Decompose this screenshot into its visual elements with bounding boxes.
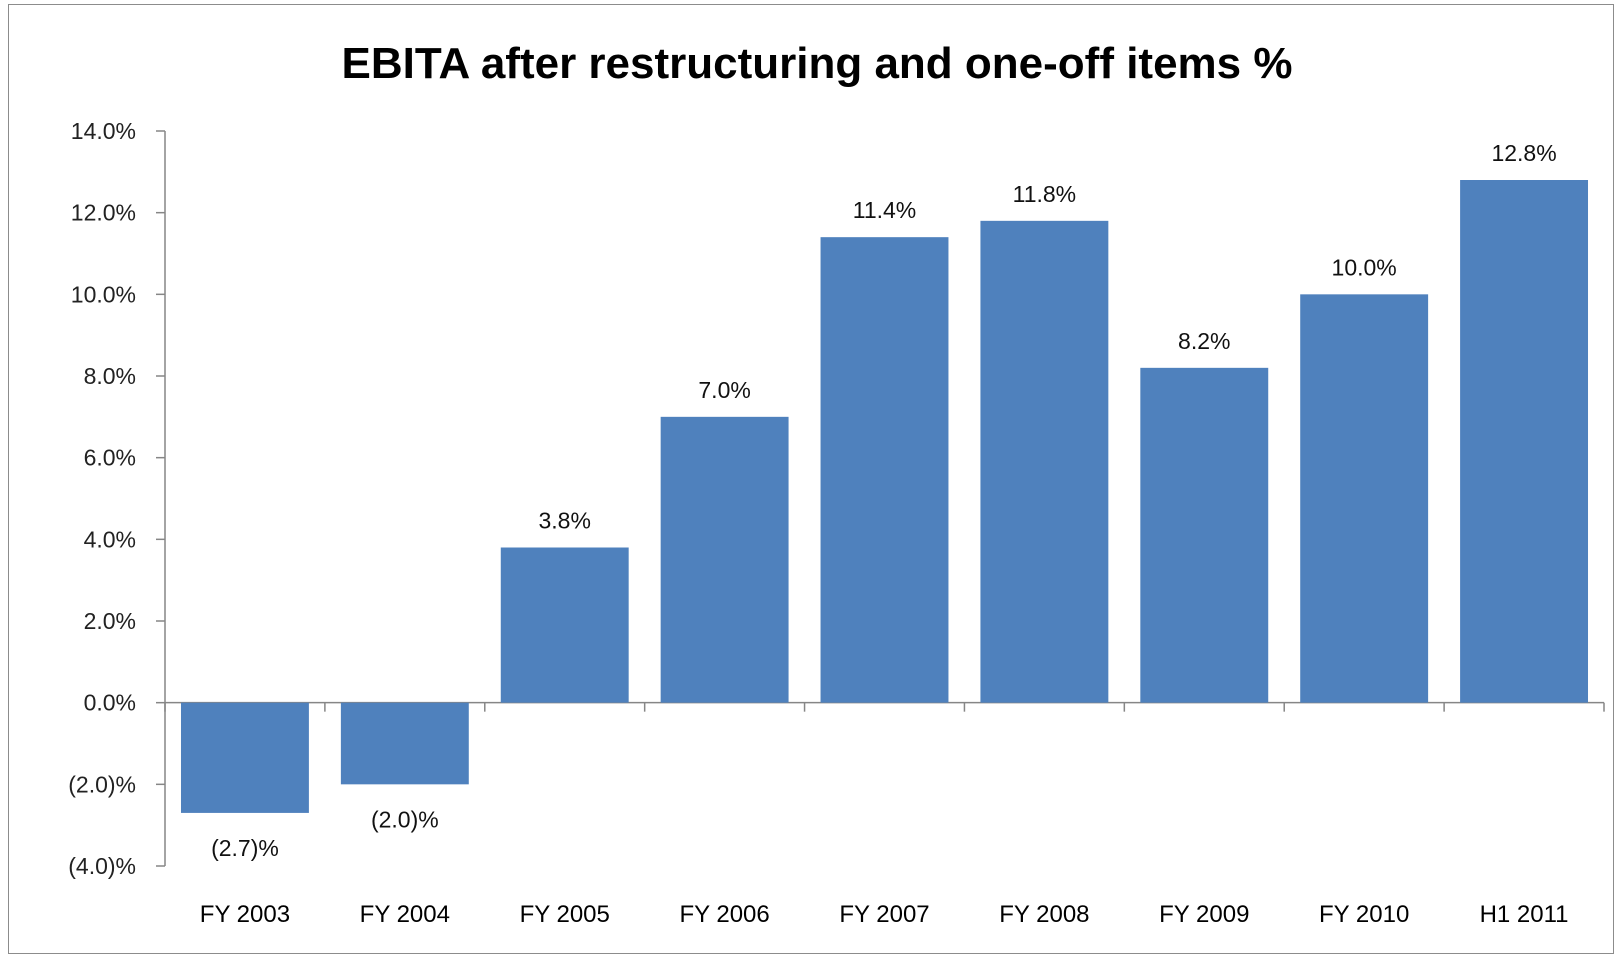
x-tick-label: FY 2003 <box>200 901 290 928</box>
y-tick-label: 6.0% <box>84 445 136 471</box>
x-tick-label: FY 2008 <box>999 901 1089 928</box>
y-tick-label: 8.0% <box>84 363 136 389</box>
x-tick-label: FY 2010 <box>1319 901 1409 928</box>
bar <box>1300 294 1429 703</box>
x-tick-label: FY 2006 <box>679 901 769 928</box>
y-tick-label: 14.0% <box>71 118 136 144</box>
y-tick-label: 4.0% <box>84 526 136 552</box>
chart-title: EBITA after restructuring and one-off it… <box>342 39 1293 88</box>
data-label: (2.7)% <box>211 835 279 861</box>
x-tick-label: FY 2005 <box>520 901 610 928</box>
y-tick-label: 10.0% <box>71 281 136 307</box>
bar <box>980 220 1109 703</box>
data-label: 7.0% <box>698 377 750 403</box>
bar <box>340 702 469 785</box>
x-tick-label: H1 2011 <box>1480 901 1569 928</box>
data-label: 3.8% <box>539 508 591 534</box>
data-label: 8.2% <box>1178 328 1230 354</box>
data-labels: (2.7)% (2.0)% 3.8% 7.0% 11.4% 11.8% 8.2% 10.0% 1… <box>211 140 1557 861</box>
bar <box>500 547 629 703</box>
y-tick-label: 0.0% <box>84 690 136 716</box>
data-label: 12.8% <box>1491 140 1556 166</box>
bars <box>180 180 1589 813</box>
y-tick-label: (4.0)% <box>68 853 136 879</box>
y-tick-label: 2.0% <box>84 608 136 634</box>
data-label: 11.8% <box>1013 181 1077 207</box>
x-tick-label: FY 2004 <box>360 901 450 928</box>
bar <box>180 702 309 813</box>
bar <box>1140 367 1269 703</box>
x-tick-label: FY 2009 <box>1159 901 1249 928</box>
bar <box>660 416 789 703</box>
y-tick-label: 12.0% <box>71 200 136 226</box>
data-label: 10.0% <box>1332 254 1397 280</box>
x-tick-labels: FY 2003 FY 2004 FY 2005 FY 2006 FY 2007 FY 20… <box>200 901 1569 928</box>
x-tick-label: FY 2007 <box>839 901 929 928</box>
bar <box>820 237 949 703</box>
data-label: (2.0)% <box>371 806 439 832</box>
y-tick-label: (2.0)% <box>68 771 136 797</box>
y-axis: (4.0)% (2.0)% 0.0% 2.0% 4.0% 6.0% 8.0% 10.0% 12.… <box>68 118 166 879</box>
data-label: 11.4% <box>853 197 917 223</box>
bar <box>1460 180 1589 703</box>
